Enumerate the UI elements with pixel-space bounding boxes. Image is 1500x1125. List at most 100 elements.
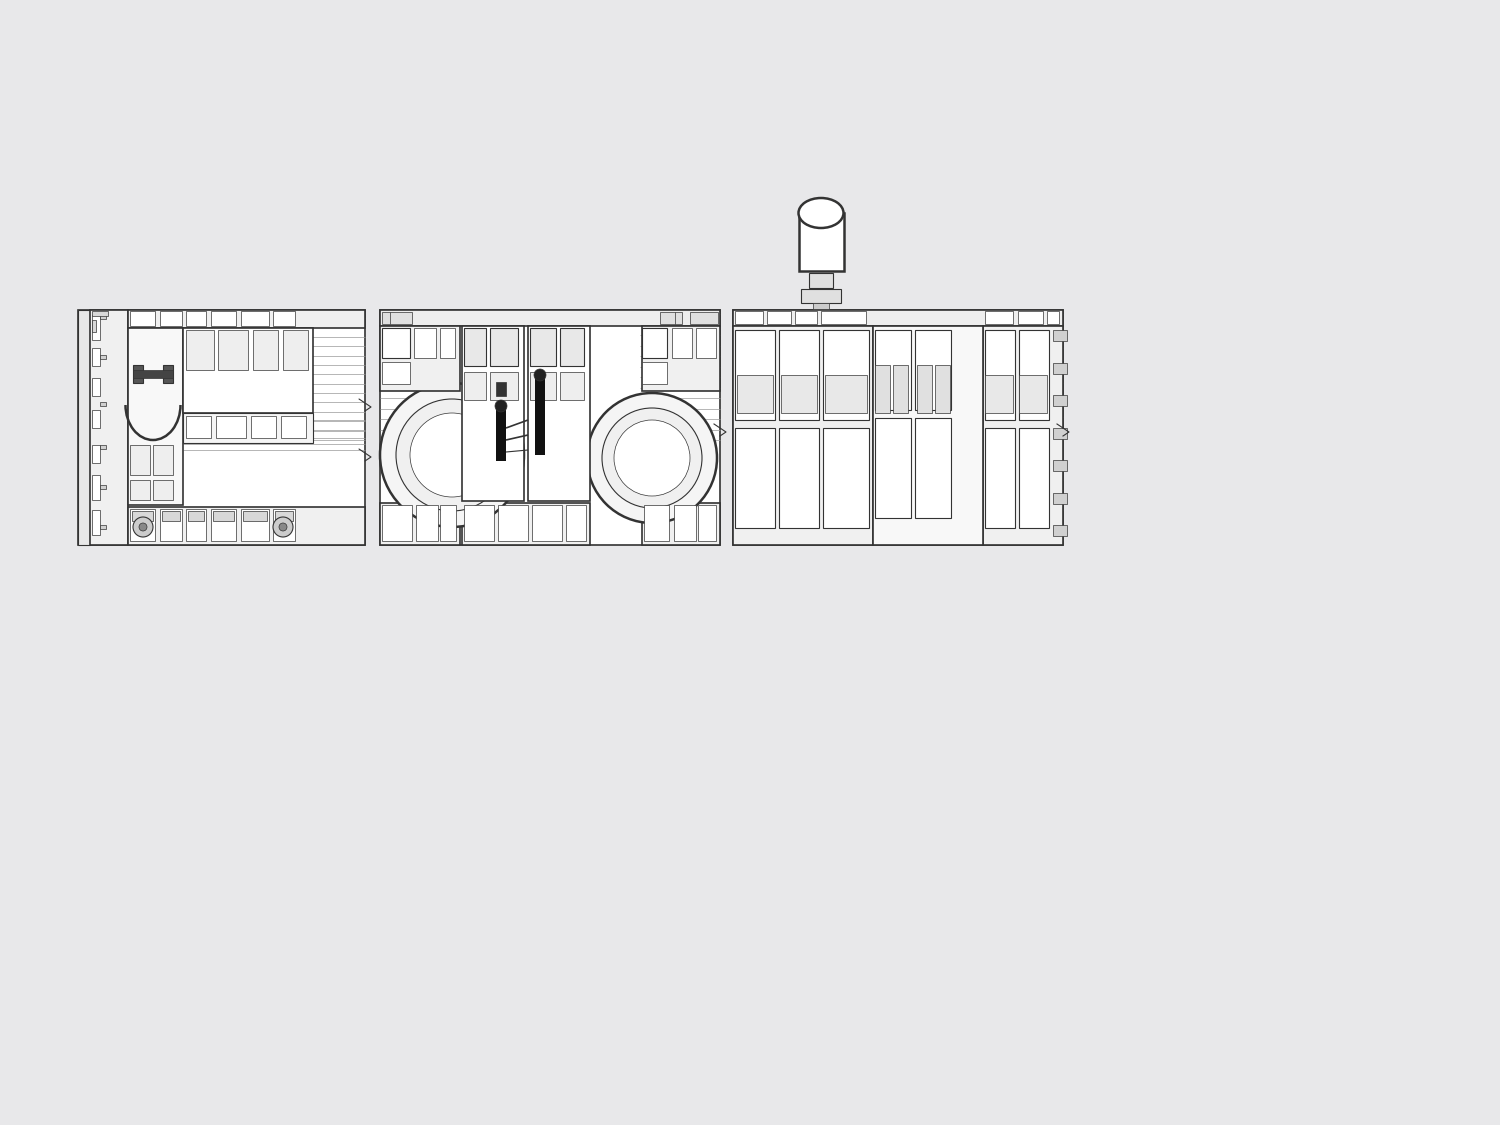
Bar (821, 310, 866, 324)
Bar (186, 330, 214, 370)
Bar (1053, 330, 1066, 341)
Circle shape (602, 408, 702, 508)
Bar (78, 310, 364, 544)
Bar (92, 446, 100, 463)
Bar (986, 375, 1012, 413)
Bar (186, 508, 206, 541)
Bar (153, 446, 173, 475)
Bar (696, 328, 715, 358)
Bar (164, 364, 172, 382)
Bar (778, 330, 819, 420)
Bar (186, 310, 206, 326)
Bar (462, 503, 590, 544)
Bar (642, 503, 720, 544)
Bar (90, 310, 128, 544)
Bar (915, 418, 951, 518)
Bar (153, 480, 173, 500)
Bar (183, 413, 314, 443)
Bar (188, 511, 204, 521)
Bar (134, 364, 142, 382)
Bar (986, 428, 1016, 528)
Bar (642, 362, 668, 384)
Bar (440, 328, 454, 358)
Bar (243, 511, 267, 521)
Bar (92, 348, 100, 366)
Bar (808, 273, 832, 288)
Bar (130, 480, 150, 500)
Bar (216, 416, 246, 438)
Bar (766, 310, 790, 324)
Circle shape (410, 413, 494, 497)
Bar (560, 372, 584, 400)
Circle shape (140, 523, 147, 531)
Bar (528, 326, 590, 501)
Bar (380, 310, 720, 544)
Bar (874, 418, 910, 518)
Bar (183, 328, 314, 413)
Bar (496, 382, 506, 396)
Circle shape (134, 518, 153, 537)
Bar (873, 326, 982, 544)
Bar (130, 508, 154, 541)
Bar (1053, 362, 1066, 374)
Bar (490, 328, 517, 366)
Bar (736, 375, 772, 413)
Bar (440, 505, 456, 541)
Bar (382, 312, 412, 324)
Bar (734, 326, 873, 544)
Bar (735, 428, 776, 528)
Bar (824, 330, 868, 420)
Bar (782, 375, 818, 413)
Bar (644, 505, 669, 541)
Circle shape (614, 420, 690, 496)
Bar (251, 416, 276, 438)
Bar (566, 505, 586, 541)
Bar (273, 310, 296, 326)
Bar (874, 364, 890, 413)
Bar (92, 319, 96, 332)
Bar (382, 328, 410, 358)
Bar (874, 330, 910, 410)
Bar (498, 505, 528, 541)
Bar (92, 475, 100, 500)
Bar (1053, 428, 1066, 439)
Bar (672, 328, 692, 358)
Bar (211, 508, 236, 541)
Bar (778, 428, 819, 528)
Bar (642, 326, 720, 392)
Bar (1053, 395, 1066, 406)
Bar (560, 328, 584, 366)
Bar (464, 372, 486, 400)
Bar (530, 372, 556, 400)
Bar (160, 310, 182, 326)
Bar (532, 505, 562, 541)
Bar (490, 372, 517, 400)
Bar (254, 330, 278, 370)
Circle shape (380, 382, 524, 526)
Bar (530, 328, 556, 366)
Circle shape (586, 393, 717, 523)
Bar (160, 508, 182, 541)
Bar (825, 375, 867, 413)
Bar (496, 406, 506, 461)
Bar (92, 378, 100, 396)
Bar (1053, 460, 1066, 471)
Bar (1019, 375, 1047, 413)
Bar (242, 508, 268, 541)
Bar (128, 310, 364, 328)
Bar (414, 328, 436, 358)
Bar (280, 416, 306, 438)
Bar (734, 310, 1064, 544)
Bar (162, 511, 180, 521)
Bar (1019, 330, 1048, 420)
Bar (100, 485, 106, 489)
Bar (132, 511, 153, 521)
Bar (128, 507, 364, 544)
Bar (100, 446, 106, 449)
Bar (242, 310, 268, 326)
Bar (130, 446, 150, 475)
Bar (213, 511, 234, 521)
Bar (934, 364, 950, 413)
Bar (78, 310, 90, 544)
Bar (698, 505, 715, 541)
